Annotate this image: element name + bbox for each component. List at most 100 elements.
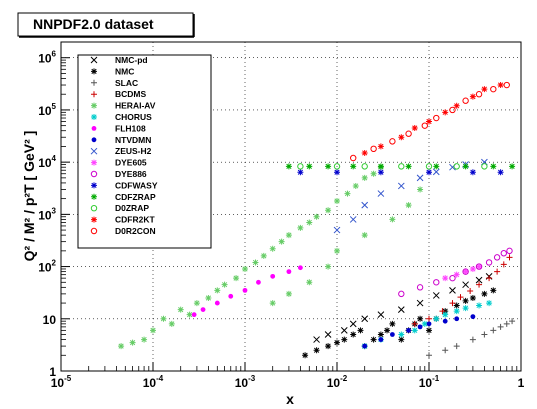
x-axis-label: x: [286, 391, 294, 407]
data-point: [503, 320, 510, 327]
data-point: [325, 207, 332, 214]
data-point: [270, 273, 276, 279]
data-point: [462, 281, 469, 289]
data-point: [506, 247, 513, 255]
data-point: [490, 287, 497, 294]
data-point: [426, 321, 432, 327]
data-point: [426, 315, 432, 322]
data-point: [426, 327, 432, 334]
data-point: [433, 114, 440, 122]
legend-marker: [90, 147, 98, 155]
data-point: [344, 190, 351, 197]
data-point: [486, 300, 493, 307]
data-point: [252, 259, 259, 266]
data-point: [269, 245, 276, 252]
data-point: [462, 297, 469, 304]
legend-entry: CHORUS: [91, 112, 152, 122]
data-point: [497, 323, 504, 330]
data-point: [361, 201, 369, 209]
data-point: [285, 232, 292, 239]
axis-ticks: [60, 41, 522, 372]
data-point: [405, 202, 412, 209]
series-cdfwasy: [297, 169, 504, 176]
x-tick-label: 10-2: [327, 374, 348, 390]
legend-marker: [91, 68, 97, 75]
legend-marker: [91, 79, 97, 86]
x-tick-label: 10-4: [143, 374, 164, 390]
data-point: [118, 343, 125, 350]
legend-label: CDFWASY: [115, 180, 158, 190]
legend-entry: ZEUS-H2: [90, 146, 152, 156]
data-point: [462, 97, 469, 104]
legend-marker: [90, 170, 98, 178]
data-point: [377, 190, 385, 197]
y-tick-label: 102: [38, 259, 56, 275]
legend-label: DYE605: [115, 158, 147, 168]
series-herai-av: [118, 164, 424, 350]
series-ntvdmn: [362, 314, 476, 349]
legend-marker: [90, 205, 98, 212]
data-point: [228, 293, 234, 299]
series-flh108: [191, 265, 303, 318]
legend-entry: D0ZRAP: [90, 203, 149, 213]
legend-marker: [91, 137, 97, 143]
data-point: [476, 302, 483, 309]
data-point: [481, 331, 488, 338]
legend-marker: [90, 56, 98, 64]
data-point: [416, 284, 424, 291]
data-point: [325, 343, 332, 350]
series-nmc: [302, 287, 497, 359]
data-point: [129, 339, 136, 346]
legend-entry: NMC-pd: [90, 55, 148, 65]
data-point: [313, 347, 320, 354]
data-point: [334, 339, 340, 346]
legend-entry: BCDMS: [91, 89, 146, 99]
data-point: [302, 352, 309, 359]
legend-label: FLH108: [115, 123, 146, 133]
legend-label: D0R2CON: [115, 226, 156, 236]
data-point: [350, 331, 357, 338]
data-point: [411, 320, 418, 327]
data-point: [389, 320, 396, 327]
data-point: [481, 290, 488, 297]
data-point: [490, 85, 497, 93]
data-point: [490, 163, 497, 170]
series-dye605: [442, 263, 483, 282]
data-point: [476, 263, 483, 270]
y-tick-label: 106: [38, 50, 56, 66]
data-point: [340, 327, 348, 334]
data-point: [442, 318, 448, 324]
y-tick-label: 103: [38, 206, 56, 222]
data-point: [405, 163, 412, 170]
legend-label: CHORUS: [115, 112, 152, 122]
data-point: [481, 86, 488, 93]
legend-label: DYE886: [115, 169, 147, 179]
series-cdfzrap: [285, 163, 516, 170]
data-point: [191, 312, 197, 318]
data-point: [349, 320, 357, 328]
legend-label: ZEUS-H2: [115, 146, 152, 156]
series-slac: [426, 318, 516, 359]
data-point: [432, 292, 440, 299]
data-point: [384, 327, 391, 334]
data-point: [442, 109, 449, 116]
legend-entry: CDFWASY: [91, 180, 158, 190]
data-point: [389, 332, 395, 337]
data-point: [377, 143, 384, 150]
data-point: [497, 82, 504, 89]
data-point: [297, 169, 304, 176]
data-point: [457, 294, 464, 301]
data-point: [416, 299, 424, 307]
data-point: [361, 315, 369, 323]
data-point: [469, 169, 476, 176]
data-point: [416, 174, 424, 182]
legend-label: NMC-pd: [115, 55, 148, 65]
data-point: [481, 163, 488, 170]
legend-entry: D0R2CON: [90, 226, 156, 236]
data-point: [285, 163, 292, 170]
legend-label: CDFZRAP: [115, 192, 156, 202]
series-zeus-h2: [333, 158, 488, 234]
data-point: [333, 163, 341, 170]
data-point: [214, 287, 221, 294]
data-point: [421, 122, 428, 129]
